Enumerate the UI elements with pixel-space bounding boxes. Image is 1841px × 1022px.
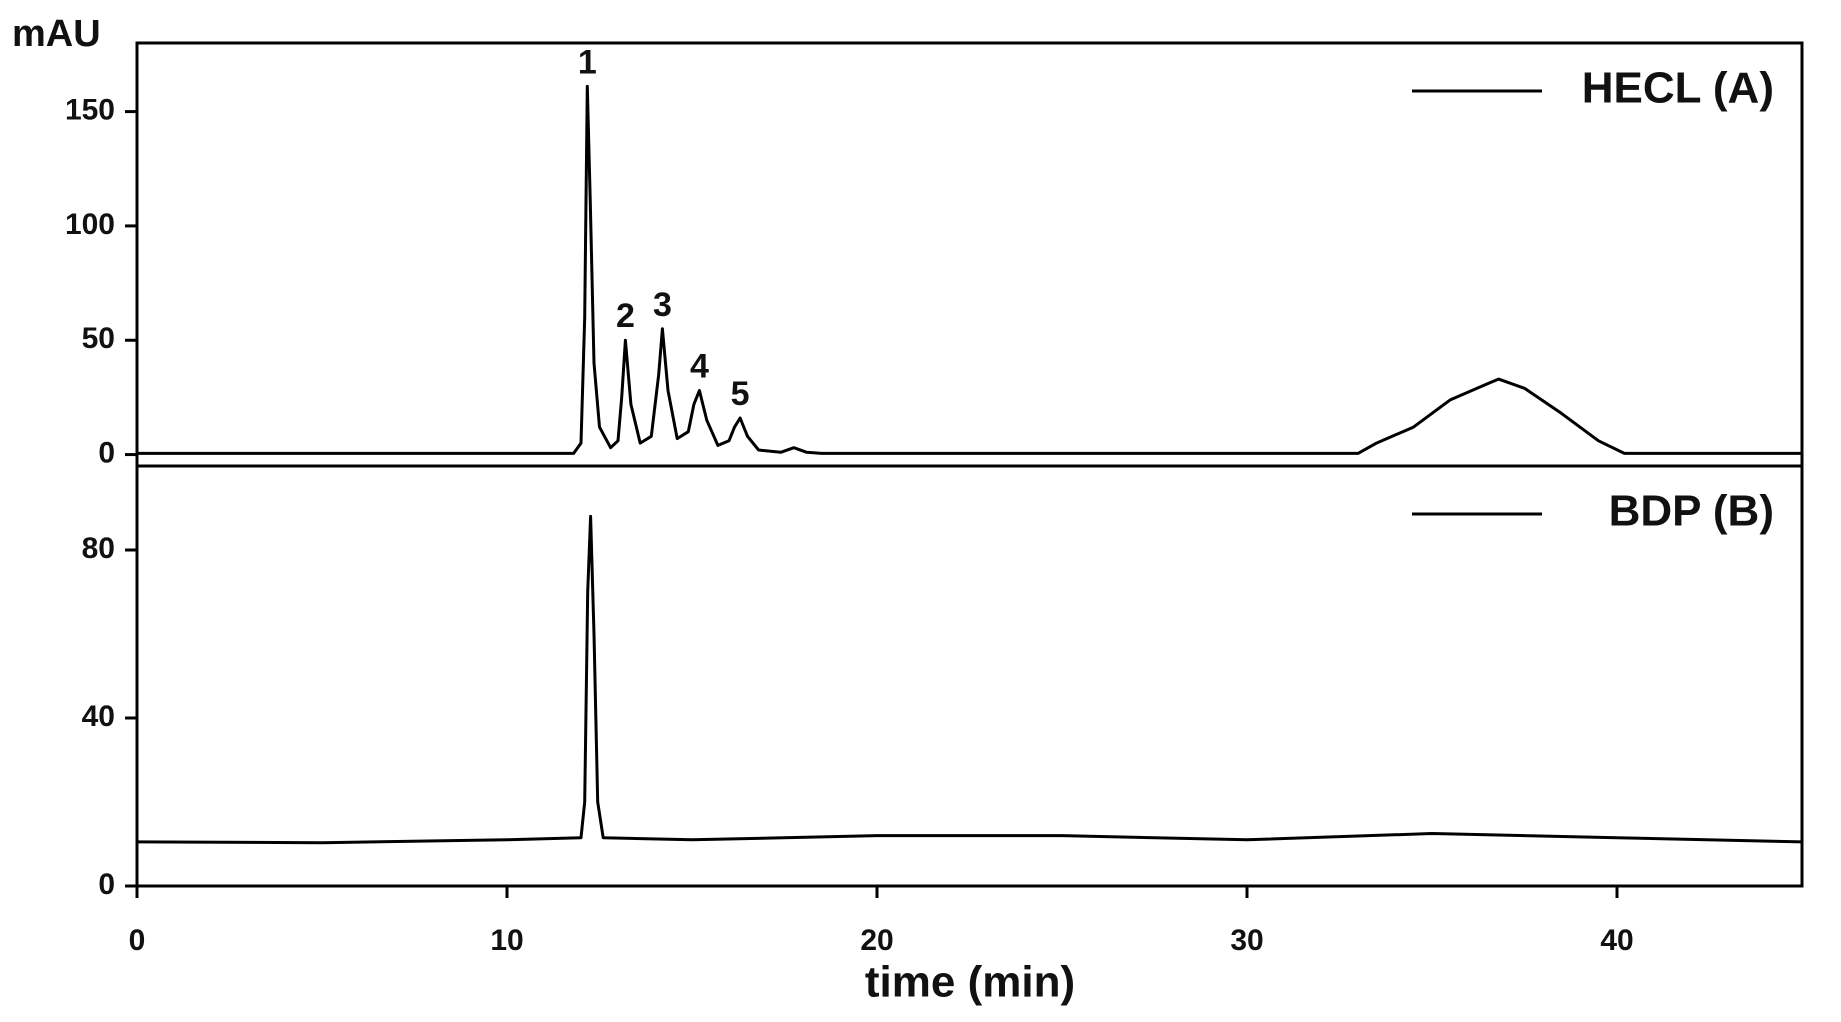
- y-tick-label: 100: [65, 208, 115, 241]
- data-line: [137, 84, 1802, 455]
- peak-label: 5: [731, 375, 750, 413]
- x-axis-label: time (min): [865, 958, 1075, 1007]
- peak-label: 2: [616, 297, 635, 335]
- plot-frame: [135, 41, 1804, 468]
- plot-frame: [135, 464, 1804, 888]
- y-tick-label: 150: [65, 94, 115, 127]
- x-tick-label: 0: [129, 924, 146, 957]
- peak-label: 4: [690, 348, 709, 386]
- data-line: [136, 514, 1803, 845]
- x-tick-label: 20: [860, 924, 893, 957]
- y-tick-label: 0: [98, 868, 115, 901]
- x-tick-label: 10: [490, 924, 523, 957]
- peak-label: 3: [653, 286, 672, 324]
- y-tick-label: 50: [82, 322, 115, 355]
- y-axis-label: mAU: [12, 13, 101, 55]
- y-tick-label: 80: [82, 532, 115, 565]
- y-tick-label: 40: [82, 700, 115, 733]
- peak-label: 1: [578, 43, 597, 81]
- legend-label: HECL (A): [1582, 64, 1774, 113]
- x-tick-label: 30: [1230, 924, 1263, 957]
- x-tick-label: 40: [1600, 924, 1633, 957]
- legend-label: BDP (B): [1609, 487, 1774, 536]
- y-tick-label: 0: [98, 436, 115, 469]
